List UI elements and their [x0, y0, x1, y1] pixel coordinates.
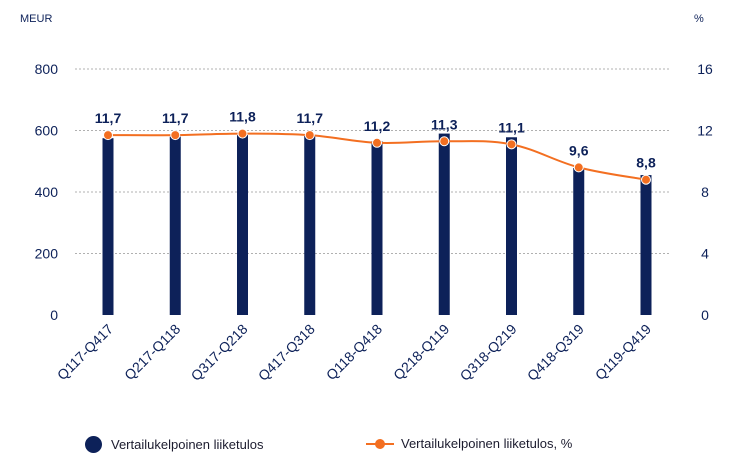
data-label: 11,2: [364, 118, 391, 134]
left-tick-label: 0: [50, 307, 58, 323]
line-point: [439, 136, 450, 147]
category-label: Q417-Q318: [255, 321, 318, 384]
data-label: 9,6: [569, 142, 589, 158]
bar: [438, 133, 450, 315]
data-label: 11,1: [498, 119, 525, 135]
line-point: [237, 128, 248, 139]
line-point: [170, 130, 181, 141]
bar: [237, 135, 248, 315]
left-tick-label: 600: [35, 123, 59, 139]
category-label: Q317-Q218: [188, 321, 251, 384]
bar: [169, 136, 181, 315]
legend-item-line: Vertailukelpoinen liiketulos, %: [366, 436, 572, 451]
right-tick-label: 4: [701, 246, 709, 262]
bar: [102, 138, 114, 315]
bar: [640, 175, 652, 315]
data-label: 11,7: [95, 110, 122, 126]
right-axis-unit: %: [694, 13, 704, 25]
category-label: Q117-Q417: [54, 321, 116, 383]
right-tick-label: 0: [701, 307, 709, 323]
bar: [371, 141, 383, 315]
right-tick-label: 16: [697, 61, 713, 77]
category-label: Q118-Q418: [323, 321, 385, 383]
legend-line-swatch: [366, 438, 394, 450]
line-point: [304, 130, 315, 141]
legend-line-label: Vertailukelpoinen liiketulos, %: [401, 436, 573, 451]
left-tick-label: 200: [35, 246, 59, 262]
bar: [304, 136, 316, 315]
bar: [506, 137, 517, 315]
line-point: [641, 174, 651, 185]
right-tick-label: 12: [697, 123, 713, 139]
right-tick-label: 8: [701, 184, 709, 200]
bar: [573, 168, 585, 315]
line-point: [372, 137, 382, 148]
data-label: 11,7: [162, 110, 189, 126]
legend-bar-label: Vertailukelpoinen liiketulos: [111, 437, 264, 452]
line-point: [506, 139, 517, 150]
category-label: Q218-Q119: [390, 321, 452, 383]
legend-item-bar: Vertailukelpoinen liiketulos: [85, 436, 263, 453]
category-label: Q119-Q419: [592, 321, 654, 383]
left-tick-label: 800: [35, 61, 59, 77]
left-axis-unit: MEUR: [20, 13, 53, 25]
data-label: 8,8: [636, 155, 656, 171]
line-point: [573, 162, 584, 173]
category-label: Q418-Q319: [524, 321, 587, 384]
data-label: 11,7: [297, 110, 324, 126]
left-tick-label: 400: [35, 184, 59, 200]
legend-bar-swatch: [85, 436, 102, 453]
data-label: 11,8: [229, 109, 256, 125]
data-label: 11,3: [431, 116, 458, 132]
category-label: Q318-Q219: [457, 321, 520, 384]
line-point: [103, 130, 113, 141]
category-label: Q217-Q118: [121, 321, 183, 383]
